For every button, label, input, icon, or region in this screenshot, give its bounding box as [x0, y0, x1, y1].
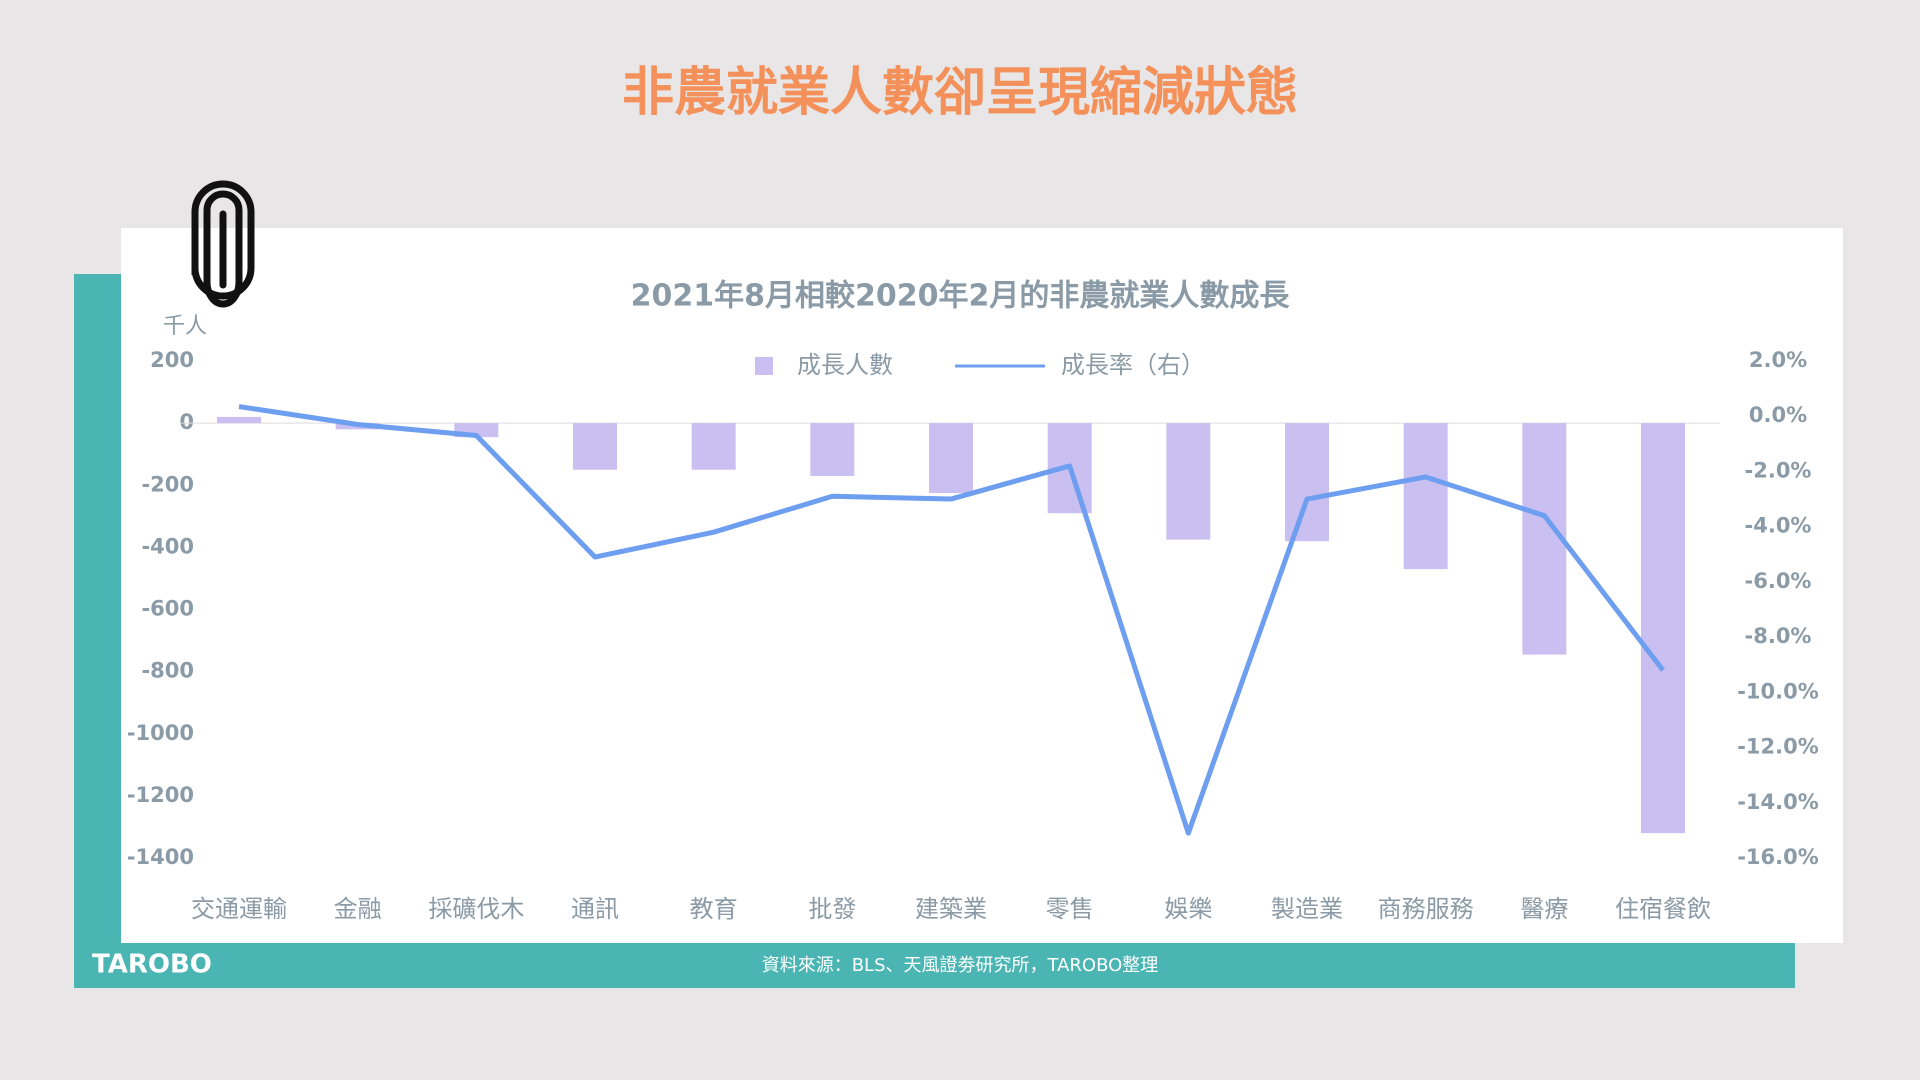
x-tick-label: 教育	[690, 895, 738, 923]
chart-panel	[121, 228, 1843, 943]
legend-swatch	[755, 357, 773, 375]
x-tick-label: 採礦伐木	[428, 895, 524, 923]
x-tick-label: 零售	[1046, 895, 1094, 923]
bar	[929, 423, 973, 494]
bar	[1285, 423, 1329, 542]
y2-tick-label: -8.0%	[1745, 624, 1812, 648]
y2-tick-label: -14.0%	[1737, 790, 1819, 814]
x-tick-label: 住宿餐飲	[1615, 895, 1711, 923]
legend-label: 成長人數	[797, 351, 893, 379]
y-tick-label: 0	[179, 410, 194, 434]
chart-title: 2021年8月相較2020年2月的非農就業人數成長	[631, 279, 1291, 314]
line	[238, 404, 1665, 836]
page-title: 非農就業人數卻呈現縮減狀態	[622, 63, 1298, 123]
y2-tick-label: -10.0%	[1737, 679, 1819, 703]
x-tick-label: 醫療	[1520, 895, 1568, 923]
y2-tick-label: -12.0%	[1737, 735, 1819, 759]
x-tick-label: 製造業	[1271, 895, 1343, 923]
y2-tick-label: -16.0%	[1737, 845, 1819, 869]
x-tick-label: 金融	[334, 895, 382, 923]
legend-label: 成長率（右）	[1061, 351, 1205, 379]
y2-tick-label: -4.0%	[1745, 514, 1812, 538]
paperclip	[203, 190, 243, 308]
logo: TAROBO	[92, 950, 212, 980]
y-tick-label: -1200	[127, 783, 194, 807]
y-tick-label: 200	[150, 348, 194, 372]
x-tick-label: 通訊	[571, 895, 619, 923]
bar	[1641, 423, 1685, 834]
source: 資料來源：BLS、天風證劵研究所，TAROBO整理	[762, 955, 1159, 976]
y-tick-label: -1000	[127, 721, 194, 745]
y-axis-label: 千人	[163, 314, 207, 339]
y-tick-label: -800	[141, 659, 194, 683]
y2-tick-label: 2.0%	[1749, 348, 1807, 372]
x-tick-label: 批發	[808, 895, 856, 923]
y2-tick-label: 0.0%	[1749, 403, 1807, 427]
bar	[1166, 423, 1211, 540]
bar	[217, 416, 261, 424]
x-tick-label: 娛樂	[1164, 895, 1212, 923]
y-tick-label: -200	[141, 472, 194, 496]
y-tick-label: -600	[141, 597, 194, 621]
y-tick-label: -400	[141, 534, 194, 558]
bar	[1403, 423, 1448, 570]
x-tick-label: 交通運輸	[191, 895, 287, 923]
bar	[691, 423, 736, 470]
bar	[573, 423, 617, 470]
y-tick-label: -1400	[127, 845, 194, 869]
x-tick-label: 建築業	[915, 895, 987, 923]
y2-tick-label: -6.0%	[1745, 569, 1812, 593]
paperclip-outer	[191, 180, 255, 300]
y2-tick-label: -2.0%	[1745, 458, 1812, 482]
chart: 2021年8月相較2020年2月的非農就業人數成長 千人 200 0 -200 -40…	[127, 279, 1819, 924]
bar	[810, 423, 855, 476]
x-tick-label: 商務服務	[1378, 895, 1474, 923]
